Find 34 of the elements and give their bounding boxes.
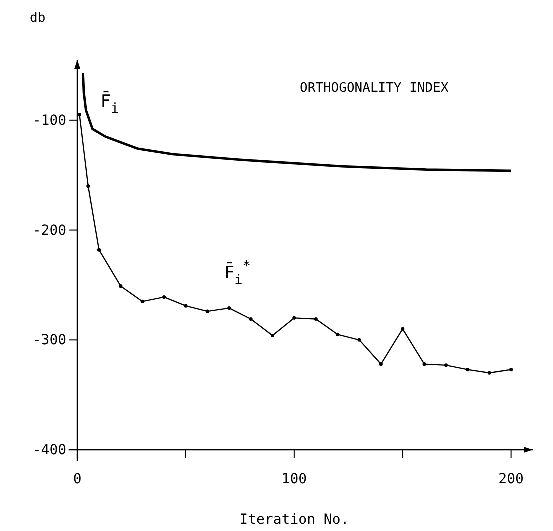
- x-tick-label: 200: [498, 471, 524, 488]
- y-axis-title: db: [30, 11, 46, 26]
- point: [466, 368, 470, 372]
- point: [488, 371, 492, 375]
- point: [422, 362, 426, 366]
- point: [314, 317, 318, 322]
- y-tick-label: -300: [32, 332, 67, 349]
- point: [228, 306, 232, 310]
- line-series: [82, 72, 513, 172]
- text: ORTHOGONALITY INDEX: [300, 81, 449, 96]
- point: [86, 184, 90, 188]
- point: [336, 332, 340, 336]
- point: [444, 364, 448, 368]
- point: [379, 362, 383, 366]
- point: [119, 284, 123, 288]
- point: [292, 316, 296, 320]
- y-tick-label: -100: [32, 112, 67, 129]
- point: [249, 317, 253, 322]
- point: [162, 296, 166, 300]
- point: [401, 327, 405, 331]
- point: [270, 334, 275, 338]
- point: [206, 310, 210, 314]
- point: [78, 113, 82, 117]
- point: [358, 338, 362, 342]
- y-tick-label: -400: [32, 442, 67, 458]
- y-tick-label: -200: [32, 222, 67, 239]
- series-label: F̄$_{i}$: [100, 90, 120, 116]
- point: [140, 300, 144, 304]
- x-tick-label: 100: [282, 471, 308, 488]
- x-tick-label: 0: [73, 471, 82, 488]
- point: [97, 248, 102, 252]
- x-axis-title: Iteration No.: [240, 512, 350, 528]
- point: [510, 368, 514, 372]
- point: [184, 304, 188, 308]
